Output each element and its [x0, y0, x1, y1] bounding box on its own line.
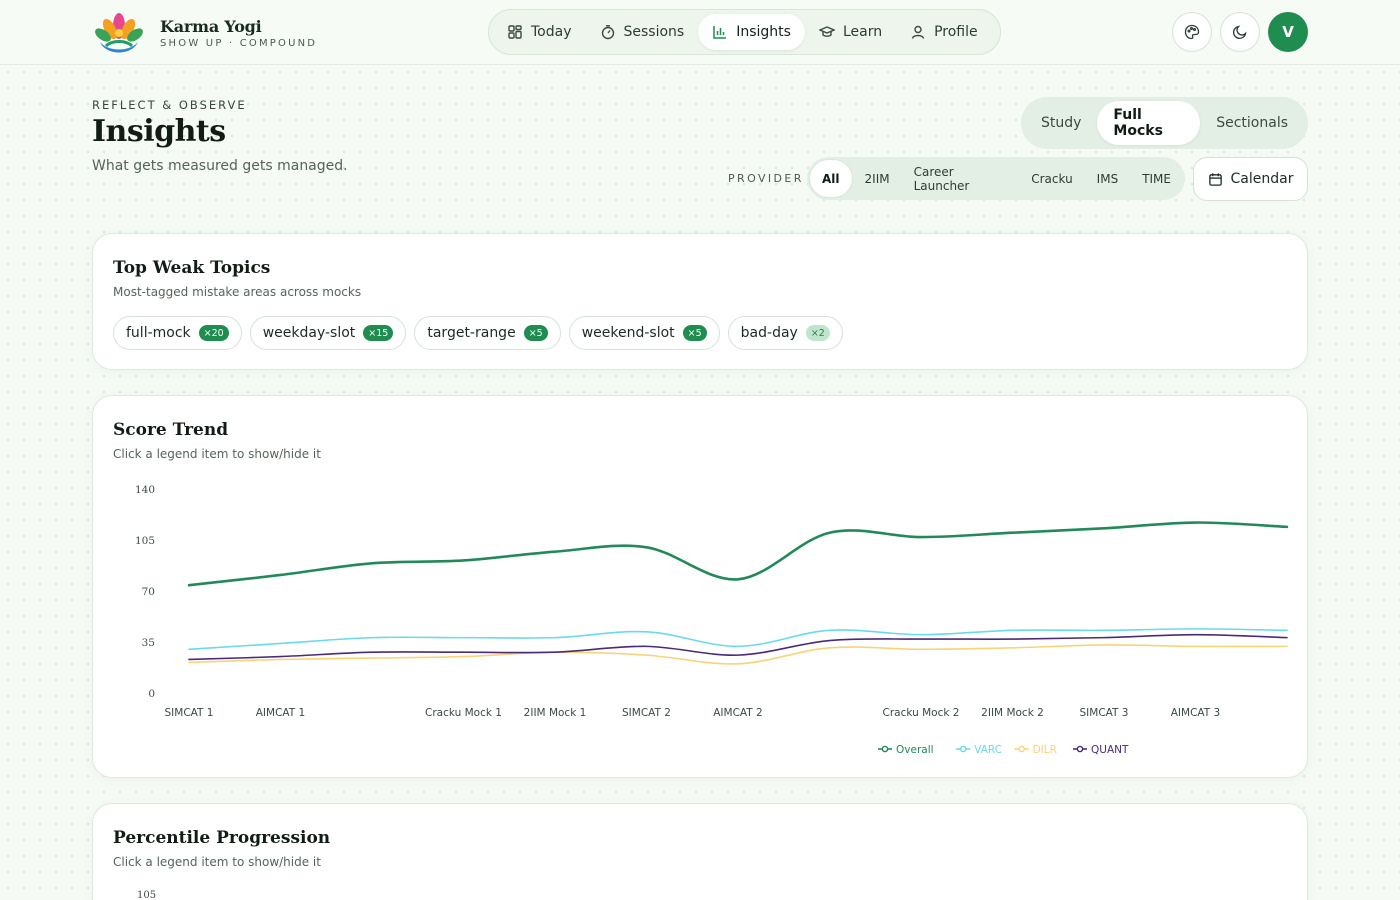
- x-tick-label: SIMCAT 3: [1080, 707, 1129, 719]
- nav-item-label: Insights: [736, 24, 791, 40]
- provider-option-ims[interactable]: IMS: [1096, 171, 1119, 186]
- tab-sectionals[interactable]: Sectionals: [1216, 115, 1288, 131]
- percentile-card: Percentile Progression Click a legend it…: [92, 803, 1308, 900]
- topic-chip[interactable]: full-mock ×20: [113, 316, 242, 350]
- provider-label: PROVIDER: [728, 172, 804, 185]
- topic-label: weekday-slot: [262, 325, 356, 341]
- legend-item-varc[interactable]: VARC: [974, 744, 1002, 756]
- tab-full-mocks[interactable]: Full Mocks: [1097, 101, 1201, 145]
- card-subtitle: Most-tagged mistake areas across mocks: [113, 285, 362, 299]
- x-tick-label: 2IIM Mock 2: [981, 707, 1044, 719]
- topic-count-badge: ×5: [523, 325, 548, 341]
- calendar-icon: [1208, 172, 1222, 186]
- topic-count-badge: ×5: [682, 325, 707, 341]
- legend-marker-dot[interactable]: [1018, 745, 1025, 753]
- page-title: Insights: [92, 114, 226, 149]
- series-line-dilr: [188, 644, 1288, 665]
- provider-option-time[interactable]: TIME: [1142, 171, 1171, 186]
- y-tick-label: 105: [137, 890, 157, 900]
- palette-icon: [1184, 24, 1200, 40]
- x-tick-label: Cracku Mock 1: [425, 707, 502, 719]
- lotus-logo-icon: [95, 13, 143, 53]
- nav-item-learn[interactable]: Learn: [805, 14, 896, 50]
- x-tick-label: 2IIM Mock 1: [524, 707, 587, 719]
- topic-count-badge: ×2: [805, 325, 830, 341]
- y-tick-label: 140: [135, 484, 155, 496]
- top-bar: Karma Yogi SHOW UP · COMPOUND Today Sess…: [0, 0, 1400, 65]
- legend-item-overall[interactable]: Overall: [896, 744, 934, 756]
- brand-tagline: SHOW UP · COMPOUND: [160, 38, 318, 49]
- topic-label: target-range: [427, 325, 516, 341]
- topic-chip[interactable]: target-range ×5: [414, 316, 561, 350]
- topic-label: weekend-slot: [581, 325, 675, 341]
- x-tick-label: SIMCAT 1: [165, 707, 214, 719]
- x-tick-label: AIMCAT 3: [1171, 707, 1220, 719]
- legend-marker-dot[interactable]: [881, 745, 889, 753]
- provider-option-cracku[interactable]: Cracku: [1031, 171, 1073, 186]
- grid-icon: [508, 25, 522, 39]
- score-trend-card: Score Trend Click a legend item to show/…: [92, 395, 1308, 778]
- y-tick-label: 35: [142, 637, 155, 649]
- graduation-cap-icon: [818, 26, 835, 37]
- nav-item-sessions[interactable]: Sessions: [586, 14, 699, 50]
- brand-name: Karma Yogi: [160, 17, 262, 36]
- nav-item-today[interactable]: Today: [493, 14, 586, 50]
- avatar[interactable]: V: [1268, 12, 1308, 52]
- legend-marker-dot[interactable]: [959, 745, 967, 753]
- nav-item-insights[interactable]: Insights: [698, 14, 805, 50]
- legend-marker-dot[interactable]: [1076, 745, 1084, 753]
- nav-item-label: Learn: [842, 24, 883, 40]
- y-tick-label: 70: [142, 586, 155, 598]
- topic-chip[interactable]: weekend-slot ×5: [568, 316, 720, 350]
- tab-study[interactable]: Study: [1041, 115, 1082, 131]
- weak-topics-card: Top Weak Topics Most-tagged mistake area…: [92, 233, 1308, 370]
- y-tick-label: 0: [148, 688, 155, 700]
- card-subtitle: Click a legend item to show/hide it: [113, 855, 321, 869]
- series-line-overall: [187, 521, 1289, 587]
- topic-count-badge: ×20: [198, 325, 229, 341]
- mode-tabs: Study Full Mocks Sectionals: [1021, 97, 1308, 149]
- topic-chip[interactable]: weekday-slot ×15: [249, 316, 407, 350]
- nav-item-label: Sessions: [623, 24, 685, 40]
- main-nav: Today Sessions Insights Learn Profile: [488, 9, 1001, 55]
- nav-item-label: Today: [531, 24, 572, 40]
- brand[interactable]: Karma Yogi SHOW UP · COMPOUND: [94, 10, 317, 56]
- series-line-quant: [188, 633, 1288, 661]
- topic-chip[interactable]: bad-day ×2: [727, 316, 843, 350]
- provider-option-2iim[interactable]: 2IIM: [864, 171, 890, 186]
- weak-topic-chips: full-mock ×20 weekday-slot ×15 target-ra…: [113, 316, 843, 350]
- topic-count-badge: ×15: [363, 325, 394, 341]
- user-icon: [911, 25, 925, 39]
- dark-mode-button[interactable]: [1220, 12, 1260, 52]
- topic-label: bad-day: [740, 325, 798, 341]
- x-tick-label: AIMCAT 2: [713, 707, 762, 719]
- timer-icon: [601, 25, 614, 40]
- provider-option-career-launcher[interactable]: Career Launcher: [913, 164, 970, 193]
- card-title: Score Trend: [113, 420, 229, 440]
- nav-item-label: Profile: [934, 24, 978, 40]
- x-tick-label: SIMCAT 2: [622, 707, 671, 719]
- card-subtitle: Click a legend item to show/hide it: [113, 447, 321, 461]
- card-title: Percentile Progression: [113, 828, 331, 848]
- score-trend-chart: 0 35 70 105 140 SIMCAT 1 AIMCAT 1 Cracku Mock 1…: [135, 484, 1289, 756]
- page-subtitle: What gets measured gets managed.: [92, 158, 348, 174]
- nav-item-profile[interactable]: Profile: [896, 14, 992, 50]
- provider-filter: All 2IIM Career Launcher Cracku IMS TIME: [807, 157, 1185, 200]
- theme-palette-button[interactable]: [1172, 12, 1212, 52]
- page-eyebrow: REFLECT & OBSERVE: [92, 98, 247, 112]
- topic-label: full-mock: [126, 325, 191, 341]
- legend-item-dilr[interactable]: DILR: [1033, 744, 1057, 756]
- x-tick-label: AIMCAT 1: [256, 707, 305, 719]
- card-title: Top Weak Topics: [113, 258, 271, 278]
- calendar-button[interactable]: Calendar: [1193, 157, 1308, 201]
- moon-icon: [1232, 25, 1247, 40]
- calendar-button-label: Calendar: [1230, 171, 1294, 187]
- legend-item-quant[interactable]: QUANT: [1091, 744, 1129, 756]
- x-tick-label: Cracku Mock 2: [883, 707, 960, 719]
- y-tick-label: 105: [135, 535, 155, 547]
- provider-option-all[interactable]: All: [809, 159, 853, 198]
- series-line-varc: [188, 628, 1288, 651]
- bar-chart-icon: [713, 26, 727, 39]
